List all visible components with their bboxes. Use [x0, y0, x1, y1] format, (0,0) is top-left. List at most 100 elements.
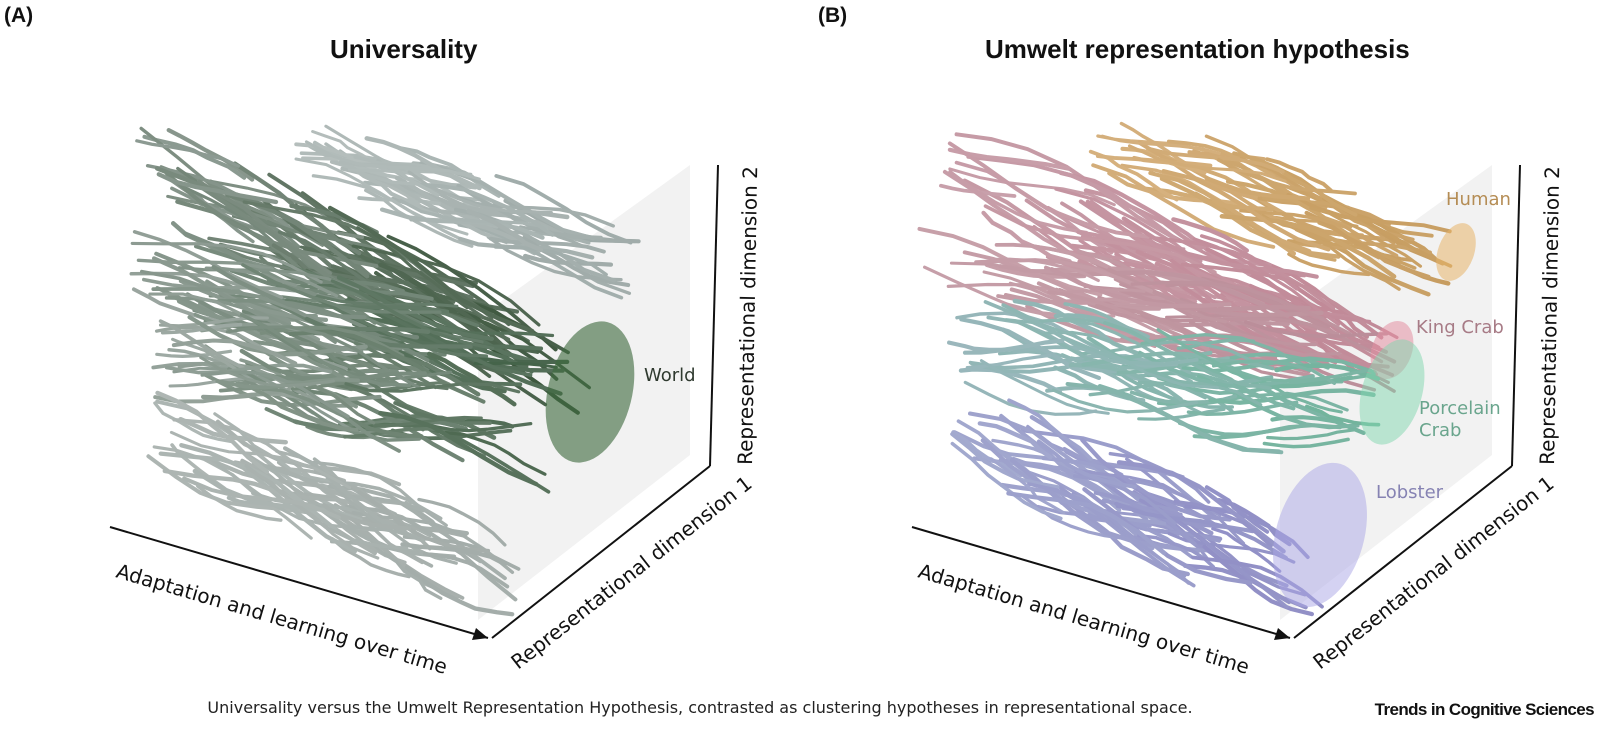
trajectory-strand	[426, 351, 517, 407]
trajectory-strand	[158, 319, 245, 370]
trajectory-strand	[1219, 214, 1397, 279]
trajectory-strand	[999, 413, 1148, 509]
trajectory-strand	[488, 236, 606, 254]
trajectory-strand	[466, 208, 544, 253]
trajectory-strand	[951, 430, 1023, 478]
trajectory-strand	[196, 484, 283, 522]
trajectory-strand	[1304, 210, 1431, 279]
trajectory-strand	[244, 382, 359, 432]
trajectory-strand	[324, 124, 480, 188]
trajectory-strand	[172, 366, 353, 432]
trajectory-strand	[1194, 360, 1296, 411]
panel-b-x-arrow	[1274, 628, 1290, 640]
trajectory-strand	[130, 241, 323, 284]
trajectory-strand	[1116, 460, 1286, 554]
trajectory-strand	[313, 296, 489, 358]
world-cluster-label: World	[644, 365, 696, 386]
trajectory-strand	[952, 430, 1126, 485]
porcelain-label-line-1: Porcelain	[1419, 398, 1501, 419]
trajectory-strand	[962, 338, 1065, 355]
human-cluster-label: Human	[1446, 189, 1511, 210]
porcelain-label-line-2: Crab	[1419, 420, 1461, 441]
trajectory-strand	[154, 325, 277, 357]
trajectory-strand	[213, 412, 335, 484]
trajectory-strand	[1082, 487, 1253, 585]
trajectory-strand	[153, 401, 236, 444]
trajectory-strand	[989, 457, 1066, 515]
trajectory-strand	[947, 141, 1150, 239]
trajectory-strand	[1114, 501, 1288, 560]
trajectory-strand	[327, 205, 535, 334]
trajectory-strand	[356, 226, 469, 310]
trajectory-strand	[182, 476, 341, 520]
trajectory-strand	[327, 326, 431, 334]
trajectory-strand	[145, 164, 298, 234]
trajectory-strand	[1020, 428, 1212, 517]
trajectory-strand	[1137, 380, 1207, 400]
trajectory-strand	[1284, 301, 1399, 340]
trajectory-strand	[336, 275, 494, 342]
trajectory-strand	[980, 438, 1167, 526]
trajectory-strand	[1109, 365, 1234, 409]
trajectory-strand	[1145, 146, 1285, 174]
trajectory-strand	[1156, 328, 1369, 384]
trajectory-strand	[994, 242, 1109, 269]
trajectory-strand	[1053, 313, 1150, 339]
trajectory-strand	[357, 490, 491, 553]
trajectory-strand	[494, 174, 633, 245]
trajectory-strand	[1266, 428, 1359, 441]
trajectory-strand	[1211, 359, 1312, 373]
trajectory-strand	[164, 171, 379, 268]
figure-caption: Universality versus the Umwelt Represent…	[207, 698, 1193, 717]
trajectory-strand	[259, 325, 405, 358]
trajectory-strand	[378, 262, 507, 350]
trajectory-strand	[342, 524, 422, 541]
trajectory-strand	[1093, 490, 1197, 546]
panel-a-trajectories	[129, 124, 641, 617]
trajectory-strand	[1100, 134, 1221, 155]
trajectory-strand	[983, 204, 1217, 275]
trajectory-strand	[965, 353, 1052, 370]
trajectory-strand	[950, 432, 1060, 490]
trajectory-strand	[249, 317, 453, 381]
panel-a-z-axis-label: Representational dimension 2	[733, 166, 762, 465]
trajectory-strand	[199, 356, 335, 388]
trajectory-strand	[1007, 398, 1093, 461]
trajectory-strand	[344, 382, 521, 394]
trajectory-strand	[171, 337, 237, 371]
trajectory-strand	[142, 277, 300, 293]
trajectory-strand	[950, 441, 1063, 521]
trajectory-strand	[1121, 216, 1319, 279]
trajectory-strand	[1130, 280, 1352, 336]
trajectory-strand	[197, 179, 332, 276]
trajectory-strand	[330, 279, 495, 351]
panel-b-title: Umwelt representation hypothesis	[985, 34, 1410, 64]
trajectory-strand	[948, 167, 1116, 207]
trajectory-strand	[1309, 206, 1423, 268]
trajectory-strand	[204, 266, 298, 287]
trajectory-strand	[353, 341, 438, 390]
trajectory-strand	[1080, 437, 1232, 522]
panel-a-letter: (A)	[4, 4, 34, 27]
trajectory-strand	[361, 247, 437, 304]
trajectory-strand	[1140, 315, 1340, 336]
trajectory-strand	[1006, 491, 1167, 556]
trajectory-strand	[457, 223, 624, 300]
trajectory-strand	[211, 264, 367, 320]
trajectory-strand	[1265, 157, 1333, 193]
trajectory-strand	[166, 128, 255, 182]
trajectory-strand	[177, 266, 360, 292]
trajectory-strand	[1091, 163, 1276, 249]
trajectory-strand	[1127, 144, 1287, 183]
trajectory-strand	[1058, 170, 1252, 276]
trajectory-strand	[241, 263, 442, 314]
trajectory-strand	[1001, 303, 1199, 366]
trajectory-strand	[977, 421, 1053, 460]
trajectory-strand	[1159, 176, 1341, 259]
panel-a-title: Universality	[330, 34, 478, 64]
trajectory-strand	[1243, 320, 1389, 338]
trajectory-strand	[353, 155, 440, 197]
trajectory-strand	[1232, 151, 1358, 217]
trajectory-strand	[981, 210, 1072, 264]
